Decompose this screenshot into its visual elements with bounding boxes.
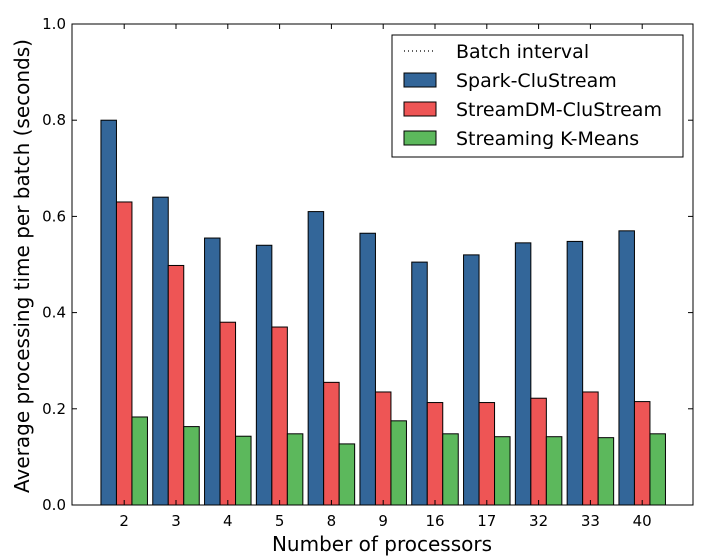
bar-streaming-k-means-17: [494, 436, 511, 506]
x-tick-label: 33: [581, 512, 600, 530]
bar-spark-clustream-3: [152, 196, 169, 506]
x-tick-label: 3: [171, 512, 181, 530]
bar-spark-clustream-5: [255, 244, 273, 506]
bar-spark-clustream-2: [100, 119, 117, 506]
y-axis-title-group: Average processing time per batch (secon…: [10, 39, 34, 493]
x-tick-label: 16: [425, 512, 444, 530]
bar-streaming-k-means-5: [286, 433, 304, 506]
bar-streamdm-clustream-33: [582, 391, 599, 506]
bar-streaming-k-means-40: [649, 433, 666, 506]
legend-label: Streaming K-Means: [456, 128, 639, 150]
y-tick-label: 1.0: [42, 15, 66, 33]
bar-streaming-k-means-9: [390, 420, 407, 506]
bar-streaming-k-means-16: [442, 433, 459, 506]
x-tick-label: 32: [529, 512, 548, 530]
y-tick-label: 0.2: [42, 400, 66, 418]
bar-streaming-k-means-3: [183, 426, 200, 506]
bar-spark-clustream-8: [307, 211, 325, 506]
y-axis-title: Average processing time per batch (secon…: [10, 39, 34, 493]
bar-streamdm-clustream-4: [219, 321, 237, 506]
bar-spark-clustream-17: [463, 254, 480, 506]
bar-spark-clustream-9: [359, 232, 376, 506]
bars-layer: [100, 119, 666, 506]
y-tick-label: 0.6: [42, 207, 66, 225]
x-tick-label: 17: [477, 512, 496, 530]
legend-label: Spark-CluStream: [456, 70, 617, 92]
bar-streamdm-clustream-16: [426, 402, 444, 506]
legend: Batch interval Spark-CluStream StreamDM-Cl…: [391, 34, 684, 158]
bar-streaming-k-means-2: [131, 416, 148, 506]
x-tick-label: 9: [378, 512, 388, 530]
bar-streamdm-clustream-17: [478, 402, 496, 506]
x-axis-title: Number of processors: [272, 532, 492, 556]
bar-streamdm-clustream-8: [323, 381, 340, 506]
x-tick-label: 5: [275, 512, 285, 530]
legend-label: StreamDM-CluStream: [456, 99, 662, 121]
legend-swatch: [403, 72, 437, 88]
bar-spark-clustream-16: [411, 261, 428, 506]
x-tick-label: 40: [633, 512, 652, 530]
x-tick-label: 4: [223, 512, 233, 530]
bar-streamdm-clustream-3: [167, 264, 185, 506]
bar-streaming-k-means-33: [597, 437, 615, 506]
x-tick-label: 8: [327, 512, 337, 530]
legend-swatch: [403, 101, 437, 117]
ticks-layer: 2 3 4 5 8 9 16 17 32 33 40 0.0 0.2 0.4 0.6 0.8 1.0: [42, 15, 693, 530]
bar-spark-clustream-32: [514, 242, 532, 506]
y-tick-label: 0.4: [42, 304, 66, 322]
bar-streamdm-clustream-5: [271, 326, 288, 506]
bar-streamdm-clustream-40: [633, 401, 651, 506]
y-tick-label: 0.0: [42, 496, 66, 514]
bar-streaming-k-means-32: [545, 436, 563, 506]
bar-spark-clustream-4: [204, 237, 221, 506]
bar-streamdm-clustream-2: [115, 201, 133, 506]
plot-frame: [71, 23, 694, 506]
bar-streaming-k-means-8: [338, 443, 356, 506]
bar-spark-clustream-40: [618, 230, 635, 506]
bar-streaming-k-means-4: [235, 435, 252, 506]
bar-streamdm-clustream-32: [530, 397, 547, 506]
bar-spark-clustream-33: [566, 240, 584, 506]
y-tick-label: 0.8: [42, 111, 66, 129]
x-tick-label: 2: [119, 512, 129, 530]
legend-swatch: [403, 130, 437, 146]
bar-streamdm-clustream-9: [374, 391, 392, 506]
legend-label: Batch interval: [456, 41, 589, 63]
legend-frame: [391, 34, 684, 158]
